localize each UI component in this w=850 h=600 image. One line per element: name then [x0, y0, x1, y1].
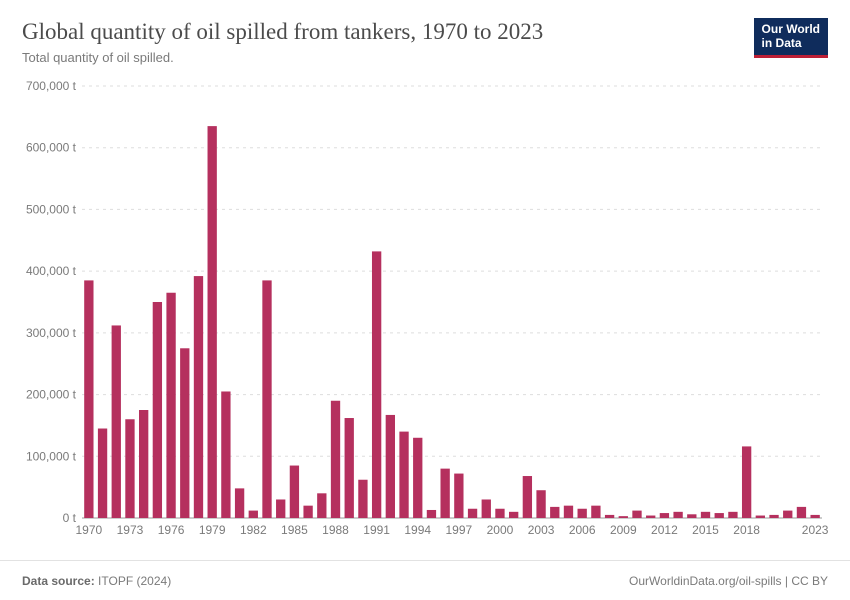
bar: [358, 480, 367, 518]
bar: [564, 506, 573, 518]
bar: [372, 251, 381, 518]
bar: [715, 513, 724, 518]
x-tick-label: 1982: [240, 523, 267, 537]
x-tick-label: 1997: [446, 523, 473, 537]
x-tick-label: 2018: [733, 523, 760, 537]
source-value: ITOPF (2024): [98, 574, 171, 588]
bar: [701, 512, 710, 518]
bar: [728, 512, 737, 518]
bar: [509, 512, 518, 518]
bar: [783, 511, 792, 518]
bar: [605, 515, 614, 518]
bar: [454, 474, 463, 518]
x-tick-label: 1979: [199, 523, 226, 537]
owid-logo: Our World in Data: [754, 18, 828, 58]
bar: [495, 509, 504, 518]
x-tick-label: 2015: [692, 523, 719, 537]
chart-subtitle: Total quantity of oil spilled.: [22, 50, 754, 65]
bar: [180, 348, 189, 518]
bar: [276, 499, 285, 518]
bar: [427, 510, 436, 518]
x-tick-label: 2000: [487, 523, 514, 537]
bar: [523, 476, 532, 518]
bar: [345, 418, 354, 518]
bar: [619, 516, 628, 518]
bar: [742, 446, 751, 518]
bar: [290, 466, 299, 518]
bar: [591, 506, 600, 518]
x-tick-label: 1970: [76, 523, 103, 537]
logo-line-1: Our World: [762, 23, 820, 37]
bar: [769, 515, 778, 518]
source-label: Data source:: [22, 574, 95, 588]
bar: [166, 293, 175, 518]
x-tick-label: 2023: [802, 523, 828, 537]
bar: [646, 516, 655, 518]
bar: [331, 401, 340, 518]
x-tick-label: 2009: [610, 523, 637, 537]
bar: [262, 280, 271, 518]
bar: [303, 506, 312, 518]
bar-chart-svg: 0 t100,000 t200,000 t300,000 t400,000 t5…: [22, 80, 828, 540]
bar: [235, 488, 244, 518]
attribution-text: OurWorldinData.org/oil-spills | CC BY: [629, 574, 828, 588]
chart-title: Global quantity of oil spilled from tank…: [22, 18, 754, 46]
bar: [797, 507, 806, 518]
y-tick-label: 100,000 t: [26, 449, 77, 463]
bar: [153, 302, 162, 518]
bar: [386, 415, 395, 518]
x-tick-label: 1985: [281, 523, 308, 537]
bar: [468, 509, 477, 518]
y-tick-label: 500,000 t: [26, 202, 77, 216]
bar: [440, 469, 449, 518]
header-row: Global quantity of oil spilled from tank…: [22, 18, 828, 65]
y-tick-label: 400,000 t: [26, 264, 77, 278]
x-tick-label: 1988: [322, 523, 349, 537]
bar: [756, 516, 765, 518]
x-tick-label: 2012: [651, 523, 678, 537]
bar: [249, 511, 258, 518]
bar: [98, 429, 107, 518]
bar: [632, 511, 641, 518]
bar: [673, 512, 682, 518]
x-tick-label: 2003: [528, 523, 555, 537]
x-tick-label: 2006: [569, 523, 596, 537]
bar: [112, 325, 121, 518]
bar: [578, 509, 587, 518]
bar: [194, 276, 203, 518]
y-tick-label: 200,000 t: [26, 388, 77, 402]
bar: [482, 499, 491, 518]
bar: [810, 515, 819, 518]
x-tick-label: 1976: [158, 523, 185, 537]
chart-container: Global quantity of oil spilled from tank…: [0, 0, 850, 600]
x-tick-label: 1994: [404, 523, 431, 537]
bar: [399, 432, 408, 518]
bar: [139, 410, 148, 518]
bar: [413, 438, 422, 518]
bar: [221, 391, 230, 518]
bar: [536, 490, 545, 518]
chart-footer: Data source: ITOPF (2024) OurWorldinData…: [0, 560, 850, 600]
bar: [208, 126, 217, 518]
chart-area: 0 t100,000 t200,000 t300,000 t400,000 t5…: [22, 80, 828, 540]
bar: [125, 419, 134, 518]
bar: [660, 513, 669, 518]
bar: [687, 514, 696, 518]
y-tick-label: 300,000 t: [26, 326, 77, 340]
x-tick-label: 1973: [117, 523, 144, 537]
bar: [550, 507, 559, 518]
y-tick-label: 600,000 t: [26, 141, 77, 155]
x-tick-label: 1991: [363, 523, 390, 537]
bar: [317, 493, 326, 518]
data-source: Data source: ITOPF (2024): [22, 574, 171, 588]
y-tick-label: 700,000 t: [26, 80, 77, 93]
title-block: Global quantity of oil spilled from tank…: [22, 18, 754, 65]
bar: [84, 280, 93, 518]
logo-line-2: in Data: [762, 37, 820, 51]
